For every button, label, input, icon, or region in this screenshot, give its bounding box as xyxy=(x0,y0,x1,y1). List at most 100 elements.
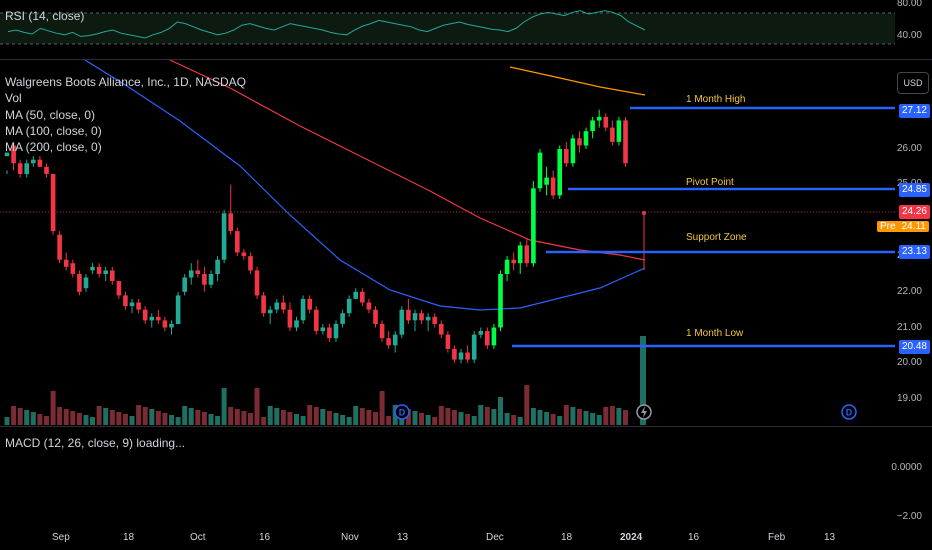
currency-button[interactable]: USD xyxy=(897,72,929,94)
volume-bar xyxy=(412,411,418,425)
chart-title[interactable]: Walgreens Boots Alliance, Inc., 1D, NASD… xyxy=(5,75,246,89)
volume-bar xyxy=(4,417,10,425)
candle-body xyxy=(327,327,332,339)
volume-bar xyxy=(590,413,596,425)
volume-bar xyxy=(570,407,576,425)
volume-bar xyxy=(188,408,194,425)
volume-bar xyxy=(320,409,326,425)
level-price-tag: 24.85 xyxy=(898,183,930,197)
volume-bar xyxy=(373,412,378,425)
rsi-axis[interactable]: 80.00 40.00 xyxy=(895,0,932,58)
time-tick: 16 xyxy=(259,532,271,543)
volume-bar xyxy=(103,408,109,425)
candle-body xyxy=(188,270,194,278)
candle-body xyxy=(445,334,451,349)
legend-ma100[interactable]: MA (100, close, 0) xyxy=(5,124,102,138)
candle-body xyxy=(452,348,457,360)
volume-bar xyxy=(24,410,30,425)
volume-bar xyxy=(386,416,392,425)
volume-bar xyxy=(346,417,352,425)
volume-bar xyxy=(37,414,43,425)
volume-bar xyxy=(129,416,135,425)
candle-body xyxy=(248,256,253,271)
volume-bar xyxy=(162,413,168,425)
volume-bar xyxy=(524,385,530,425)
legend-ma50[interactable]: MA (50, close, 0) xyxy=(5,108,96,122)
level-price-tag: 27.12 xyxy=(898,104,930,118)
volume-bar xyxy=(419,413,424,425)
candle-body xyxy=(320,327,326,332)
volume-bar xyxy=(44,416,49,425)
pane-separator[interactable] xyxy=(0,426,932,427)
time-axis[interactable]: Sep 18 Oct 16 Nov 13 Dec 18 2024 16 Feb … xyxy=(0,525,932,550)
candle-body xyxy=(465,352,470,360)
dividend-label: D xyxy=(399,408,406,418)
premarket-price: 24.11 xyxy=(898,221,929,232)
volume-bar xyxy=(583,411,589,425)
volume-bar xyxy=(530,408,536,425)
volume-bar xyxy=(491,409,497,425)
rsi-axis-tick: 80.00 xyxy=(896,0,922,9)
volume-bar xyxy=(195,410,201,425)
candle-body xyxy=(142,309,148,321)
volume-bar xyxy=(11,406,17,425)
candle-body xyxy=(478,331,484,335)
price-axis[interactable]: USD 26.00 25.00 23.00 22.00 21.00 20.00 … xyxy=(877,60,932,426)
volume-bar xyxy=(465,414,471,425)
candle-body xyxy=(294,320,299,328)
rsi-axis-tick: 40.00 xyxy=(896,30,922,41)
candle-body xyxy=(17,163,23,174)
legend-volume[interactable]: Vol xyxy=(5,91,22,105)
candle-body xyxy=(83,277,89,289)
candle-body xyxy=(570,138,576,164)
candle-body xyxy=(610,127,615,142)
rsi-pane[interactable]: RSI (14, close) xyxy=(0,0,895,58)
volume-bar xyxy=(511,415,517,425)
candle-body xyxy=(267,309,273,314)
candle-body xyxy=(346,298,352,314)
macd-pane[interactable]: MACD (12, 26, close, 9) loading... xyxy=(0,427,895,525)
candle-body xyxy=(577,138,582,146)
pane-separator[interactable] xyxy=(0,59,932,60)
volume-bar xyxy=(228,407,234,425)
rsi-line xyxy=(7,10,646,39)
dividend-label: D xyxy=(846,408,853,418)
volume-bar xyxy=(63,409,69,425)
volume-bar xyxy=(248,413,253,425)
volume-bar xyxy=(623,410,628,425)
candle-body xyxy=(149,316,155,321)
time-tick: Oct xyxy=(190,532,206,543)
candle-body xyxy=(24,163,29,174)
volume-bar xyxy=(274,408,280,425)
candle-body xyxy=(307,298,312,310)
candle-body xyxy=(110,270,115,282)
candle-body xyxy=(544,177,549,185)
candle-body xyxy=(241,252,247,257)
volume-bar xyxy=(609,406,615,425)
volume-bar xyxy=(432,417,438,425)
volume-bar xyxy=(142,407,148,425)
candle-body xyxy=(491,327,497,346)
volume-bar xyxy=(116,412,122,425)
legend-ma200[interactable]: MA (200, close, 0) xyxy=(5,140,102,154)
rsi-label[interactable]: RSI (14, close) xyxy=(5,9,85,23)
premarket-dot xyxy=(642,211,646,215)
candle-body xyxy=(202,274,207,285)
main-pane[interactable]: 1 Month High Pivot Point Support Zone 1 Mon… xyxy=(0,60,895,426)
volume-bar xyxy=(96,406,102,425)
candle-body xyxy=(90,266,95,271)
volume-bar xyxy=(307,405,313,425)
macd-label[interactable]: MACD (12, 26, close, 9) loading... xyxy=(5,436,186,450)
candle-body xyxy=(281,302,286,310)
volume-bar xyxy=(208,414,214,425)
candle-body xyxy=(590,120,595,132)
macd-axis[interactable]: 0.0000 −2.00 xyxy=(891,427,932,525)
candle-body xyxy=(215,259,220,274)
dividend-icon xyxy=(394,404,410,420)
volume-bar xyxy=(155,411,161,425)
candle-body xyxy=(432,316,437,324)
time-tick: 18 xyxy=(561,532,573,543)
rsi-chart xyxy=(0,10,895,45)
level-label: 1 Month High xyxy=(686,94,745,105)
candle-body xyxy=(603,116,609,128)
